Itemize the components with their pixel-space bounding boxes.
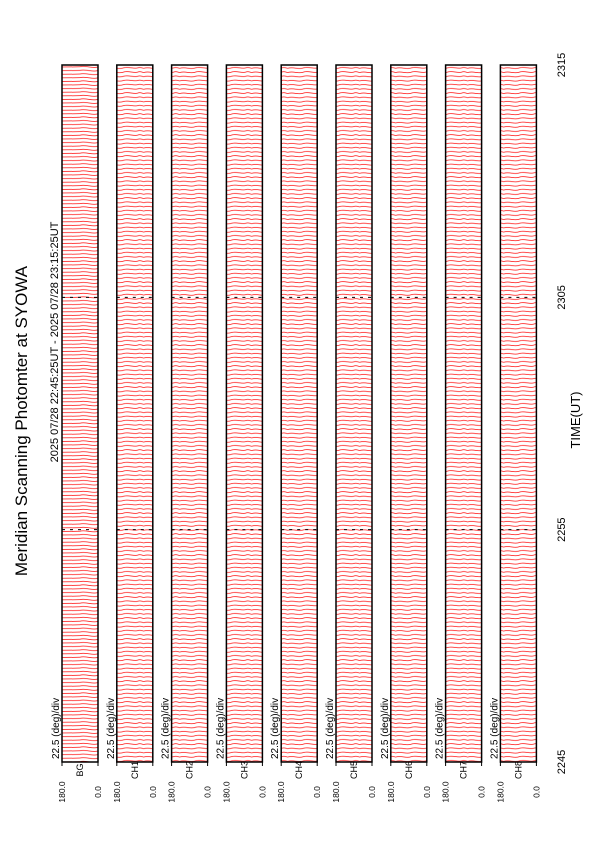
y-tick-label: 0.0	[477, 786, 487, 798]
panel-traces	[170, 64, 209, 763]
y-tick-label: 180.0	[276, 781, 286, 803]
scale-label: 22.5 (deg)/div	[106, 698, 117, 759]
panel-traces	[116, 64, 154, 763]
y-tick-label: 180.0	[112, 781, 122, 803]
panel-traces	[390, 64, 428, 763]
x-tick-label: 2315	[556, 53, 568, 77]
channel-label: CH5	[349, 761, 359, 779]
x-tick-label: 2255	[556, 517, 568, 541]
scale-label: 22.5 (deg)/div	[51, 698, 62, 759]
y-tick-label: 180.0	[386, 781, 396, 803]
channel-label: CH1	[130, 761, 140, 779]
y-tick-label: 0.0	[422, 786, 432, 798]
scale-label: 22.5 (deg)/div	[215, 698, 226, 759]
y-tick-label: 0.0	[367, 786, 377, 798]
scale-label: 22.5 (deg)/div	[270, 698, 281, 759]
panel-traces	[225, 64, 264, 763]
panel-traces	[335, 64, 373, 763]
channel-label: CH8	[513, 761, 523, 779]
channel-label: CH2	[185, 761, 195, 779]
channel-label: CH4	[294, 761, 304, 779]
landscape-group: Meridian Scanning Photomter at SYOWA 202…	[12, 53, 583, 803]
panel-traces	[444, 64, 483, 763]
panel-traces	[280, 64, 318, 763]
y-tick-label: 0.0	[93, 786, 103, 798]
channel-label: CH7	[459, 761, 469, 779]
y-tick-label: 180.0	[167, 781, 177, 803]
scale-label: 22.5 (deg)/div	[489, 698, 500, 759]
scale-label: 22.5 (deg)/div	[380, 698, 391, 759]
channel-label: BG	[75, 763, 85, 776]
x-tick-label: 2245	[556, 750, 568, 774]
y-tick-label: 0.0	[312, 786, 322, 798]
y-tick-label: 180.0	[441, 781, 451, 803]
panel-traces	[61, 64, 99, 763]
scale-label: 22.5 (deg)/div	[435, 698, 446, 759]
y-tick-label: 180.0	[495, 781, 505, 803]
chart-title: Meridian Scanning Photomter at SYOWA	[12, 265, 31, 576]
y-tick-label: 180.0	[221, 781, 231, 803]
x-axis-label: TIME(UT)	[568, 391, 583, 448]
panel-traces	[499, 64, 538, 763]
y-tick-label: 0.0	[203, 786, 213, 798]
subtitle: 2025 07/28 22:45:25UT - 2025 07/28 23:15…	[49, 221, 61, 462]
channel-label: CH3	[239, 761, 249, 779]
x-tick-label: 2305	[556, 285, 568, 309]
y-tick-label: 0.0	[257, 786, 267, 798]
scale-label: 22.5 (deg)/div	[325, 698, 336, 759]
y-tick-label: 0.0	[148, 786, 158, 798]
y-tick-label: 180.0	[57, 781, 67, 803]
channel-label: CH6	[404, 761, 414, 779]
y-tick-label: 180.0	[331, 781, 341, 803]
y-tick-label: 0.0	[531, 786, 541, 798]
scale-label: 22.5 (deg)/div	[161, 698, 172, 759]
